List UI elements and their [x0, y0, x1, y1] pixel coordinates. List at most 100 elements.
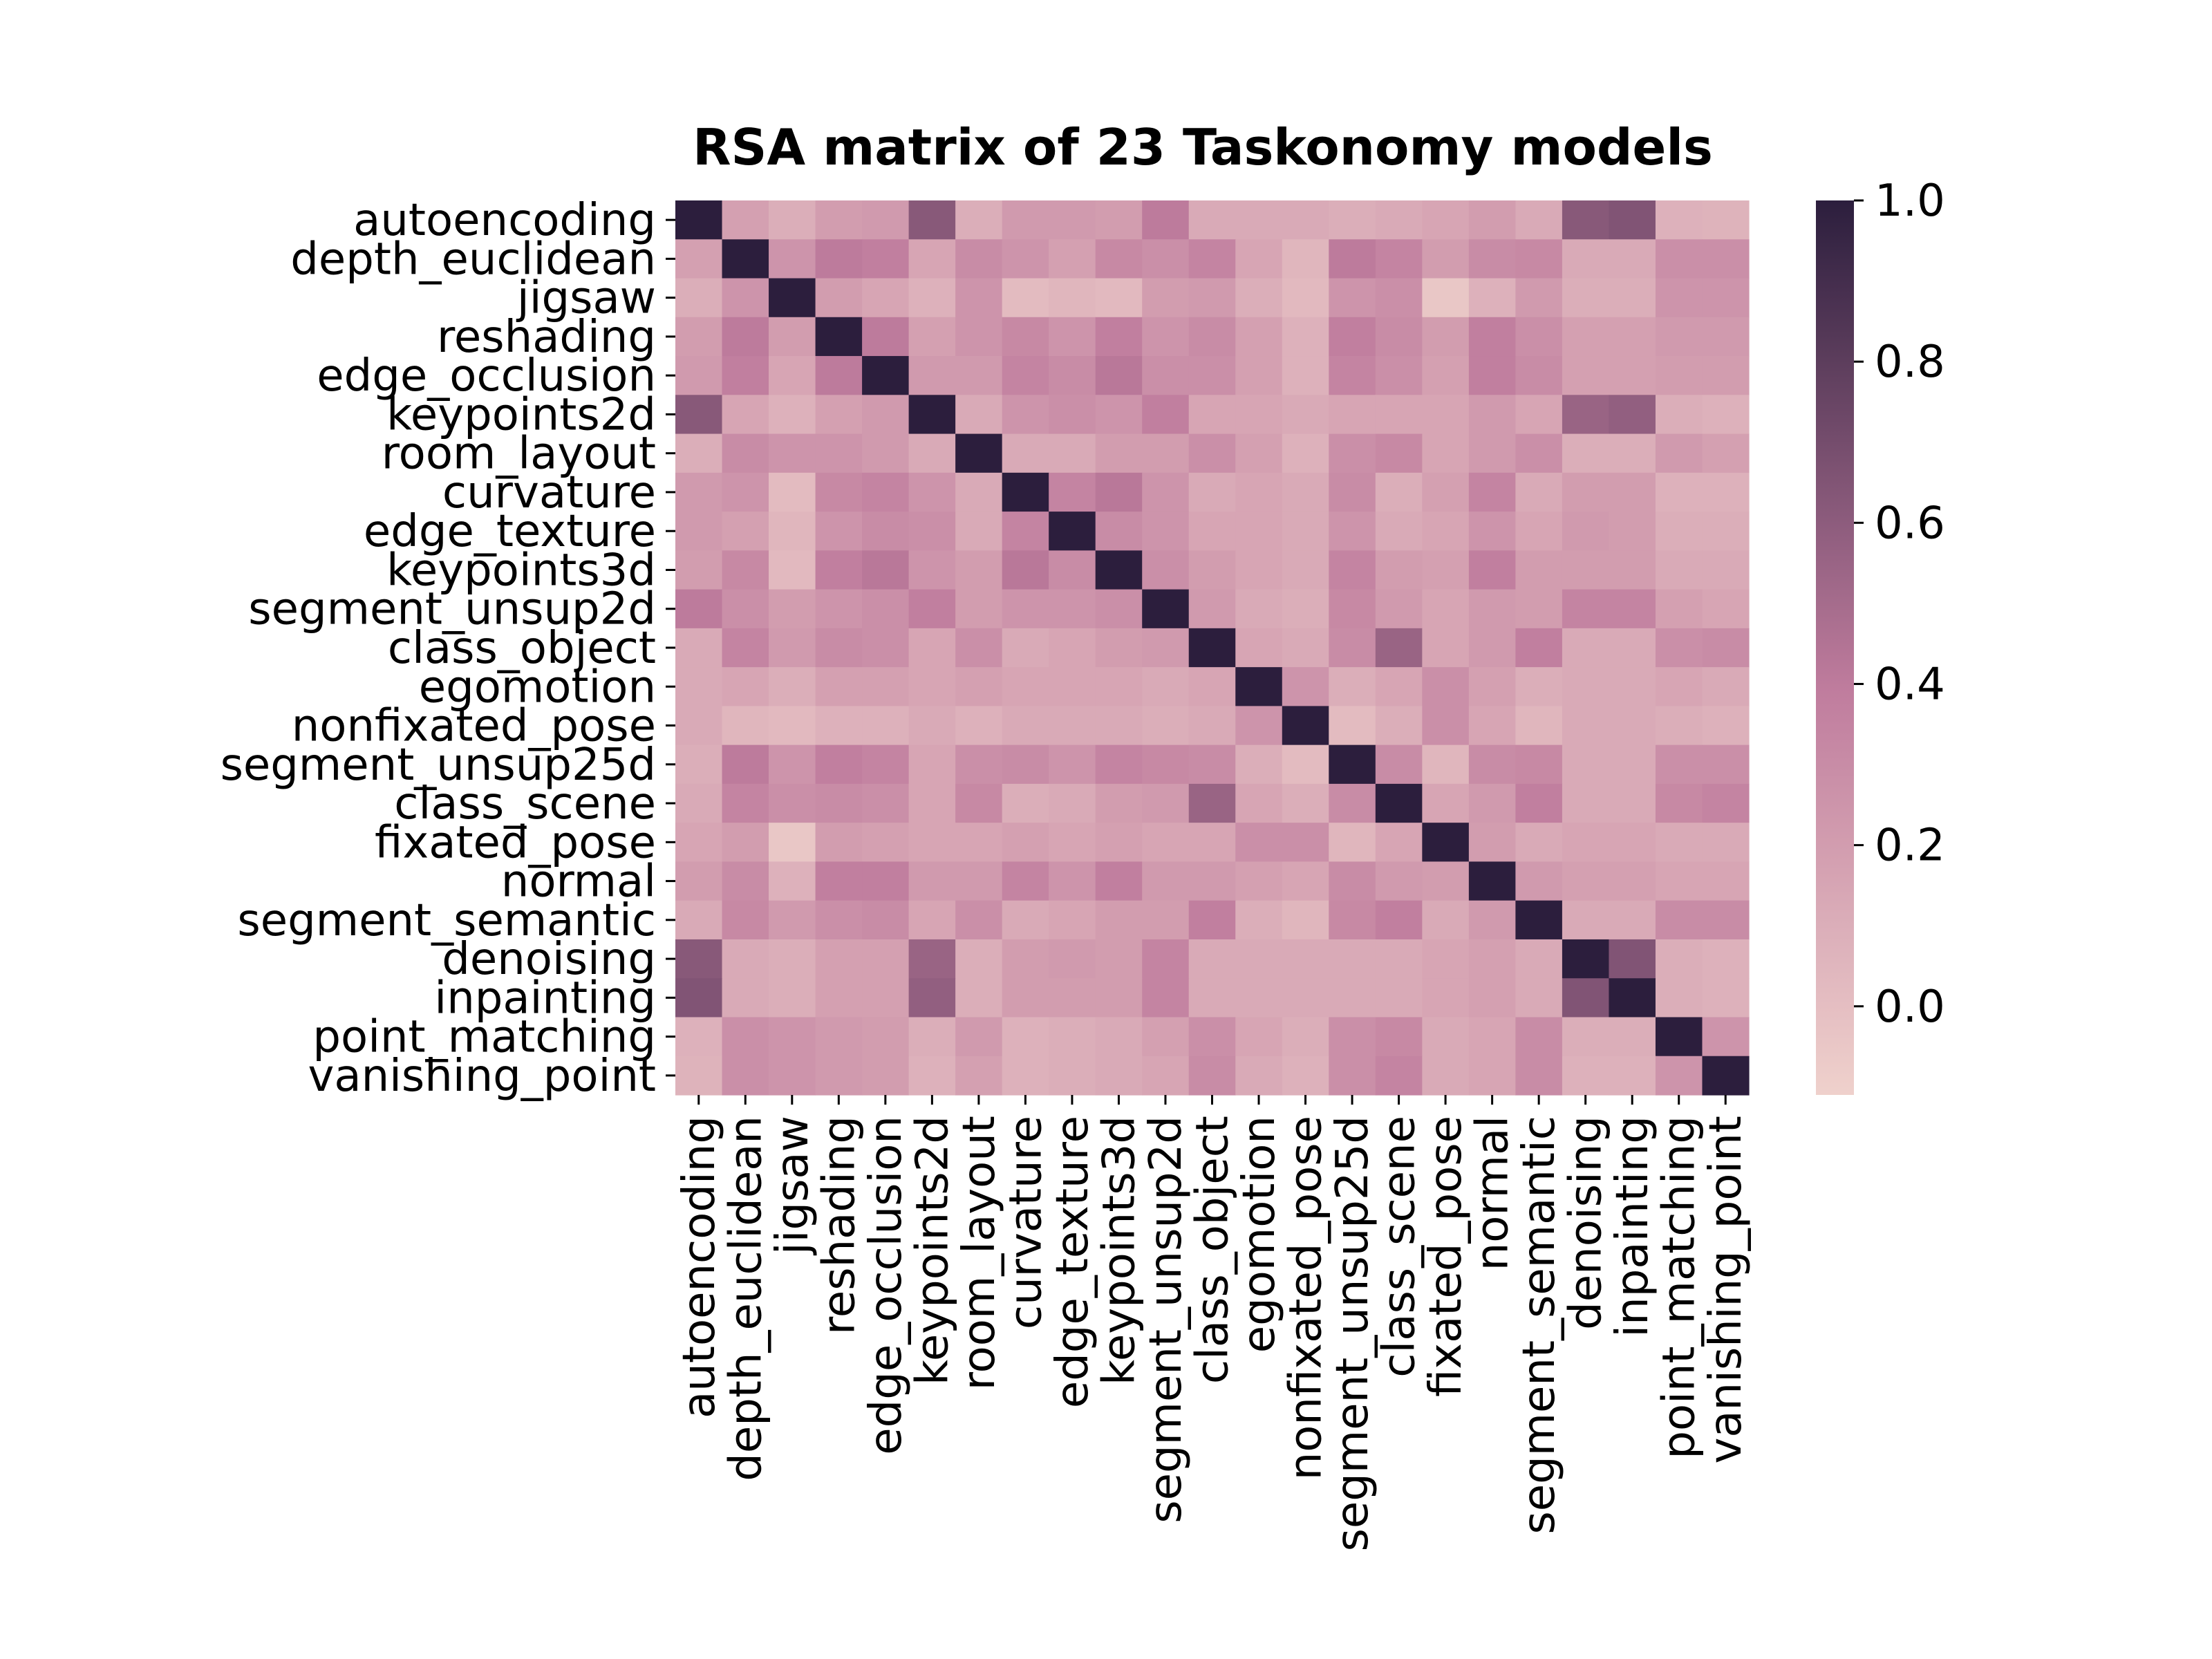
heatmap-cell [1002, 978, 1049, 1018]
heatmap-cell [955, 978, 1003, 1018]
heatmap-cell [1329, 978, 1376, 1018]
heatmap-cell [1515, 1017, 1563, 1057]
heatmap-cell [1235, 706, 1283, 746]
heatmap-cell [1188, 667, 1236, 706]
heatmap-cell [1609, 861, 1656, 901]
heatmap-cell [1375, 861, 1423, 901]
x-tick-label: keypoints3d [1094, 1116, 1145, 1385]
heatmap-cell [1002, 512, 1049, 551]
heatmap-cell [1095, 472, 1143, 512]
heatmap-cell [1002, 550, 1049, 590]
x-tick-label: segment_semantic [1514, 1116, 1565, 1535]
heatmap-cell [722, 706, 769, 746]
heatmap-cell [815, 1017, 863, 1057]
colorbar-tick-label: 0.4 [1875, 659, 1945, 710]
heatmap-cell [675, 1056, 723, 1096]
heatmap-cell [862, 278, 910, 318]
heatmap-cell [908, 628, 956, 668]
heatmap-cell [1609, 200, 1656, 240]
heatmap-cell [1002, 744, 1049, 785]
heatmap-cell [722, 1017, 769, 1057]
heatmap-cell [1562, 861, 1610, 901]
y-tick-label: reshading [437, 312, 656, 363]
heatmap-cell [1002, 823, 1049, 863]
heatmap-cell [1422, 472, 1470, 512]
heatmap-cell [908, 823, 956, 863]
heatmap-cell [908, 395, 956, 435]
heatmap-cell [1188, 939, 1236, 979]
heatmap-cell [1468, 783, 1516, 823]
heatmap-cell [1142, 589, 1190, 629]
heatmap-cell [1142, 861, 1190, 901]
heatmap-cell [1655, 317, 1703, 357]
heatmap-cell [675, 861, 723, 901]
heatmap-cell [1282, 1056, 1329, 1096]
heatmap-cell [1142, 744, 1190, 785]
heatmap-cell [1468, 1017, 1516, 1057]
heatmap-cell [862, 433, 910, 474]
heatmap-cell [1609, 783, 1656, 823]
x-tick-label: keypoints2d [907, 1116, 958, 1385]
heatmap-cell [769, 706, 816, 746]
heatmap-cell [1329, 744, 1376, 785]
heatmap-cell [1049, 317, 1096, 357]
heatmap-cell [769, 317, 816, 357]
heatmap-cell [1235, 628, 1283, 668]
heatmap-cell [1142, 356, 1190, 395]
heatmap-cell [862, 472, 910, 512]
heatmap-cell [769, 667, 816, 706]
heatmap-cell [1468, 200, 1516, 240]
heatmap-cell [1002, 667, 1049, 706]
heatmap-cell [1655, 550, 1703, 590]
heatmap-cell [1609, 744, 1656, 785]
heatmap-cell [1282, 706, 1329, 746]
heatmap-cell [1095, 395, 1143, 435]
heatmap-cell [1329, 861, 1376, 901]
heatmap-cell [722, 395, 769, 435]
heatmap-cell [675, 706, 723, 746]
heatmap-cell [1282, 278, 1329, 318]
heatmap-cell [1049, 823, 1096, 863]
y-tick-label: segment_semantic [237, 895, 656, 946]
heatmap-cell [955, 783, 1003, 823]
heatmap-cell [955, 512, 1003, 551]
heatmap-cell [1235, 667, 1283, 706]
heatmap-cell [1002, 433, 1049, 474]
heatmap-cell [1282, 744, 1329, 785]
x-tick-label: edge_occlusion [861, 1116, 912, 1455]
heatmap-cell [1609, 433, 1656, 474]
heatmap-cell [1188, 628, 1236, 668]
heatmap-cell [815, 667, 863, 706]
heatmap-cell [1002, 628, 1049, 668]
heatmap-cell [1702, 395, 1750, 435]
heatmap-cell [1562, 667, 1610, 706]
heatmap-cell [955, 589, 1003, 629]
heatmap-cell [1468, 744, 1516, 785]
heatmap-cell [1002, 783, 1049, 823]
x-tick-label: room_layout [954, 1116, 1005, 1390]
y-tick-label: normal [501, 856, 656, 908]
heatmap-cell [815, 472, 863, 512]
heatmap-cell [1422, 900, 1470, 940]
heatmap-cell [675, 589, 723, 629]
x-tick-label: inpainting [1607, 1116, 1658, 1338]
heatmap-cell [815, 356, 863, 395]
heatmap-cell [1468, 550, 1516, 590]
heatmap-cell [1002, 900, 1049, 940]
heatmap-cell [1609, 667, 1656, 706]
heatmap-cell [1515, 512, 1563, 551]
y-tick-label: curvature [442, 467, 656, 518]
heatmap-cell [1702, 512, 1750, 551]
heatmap-cell [1702, 550, 1750, 590]
heatmap-cell [1142, 317, 1190, 357]
heatmap-cell [1095, 278, 1143, 318]
heatmap-cell [1468, 900, 1516, 940]
heatmap-cell [675, 823, 723, 863]
heatmap-cell [1515, 550, 1563, 590]
heatmap-cell [1609, 939, 1656, 979]
heatmap-cell [1329, 706, 1376, 746]
x-tick-label: autoencoding [674, 1116, 725, 1418]
heatmap-cell [815, 433, 863, 474]
heatmap-cell [1562, 200, 1610, 240]
